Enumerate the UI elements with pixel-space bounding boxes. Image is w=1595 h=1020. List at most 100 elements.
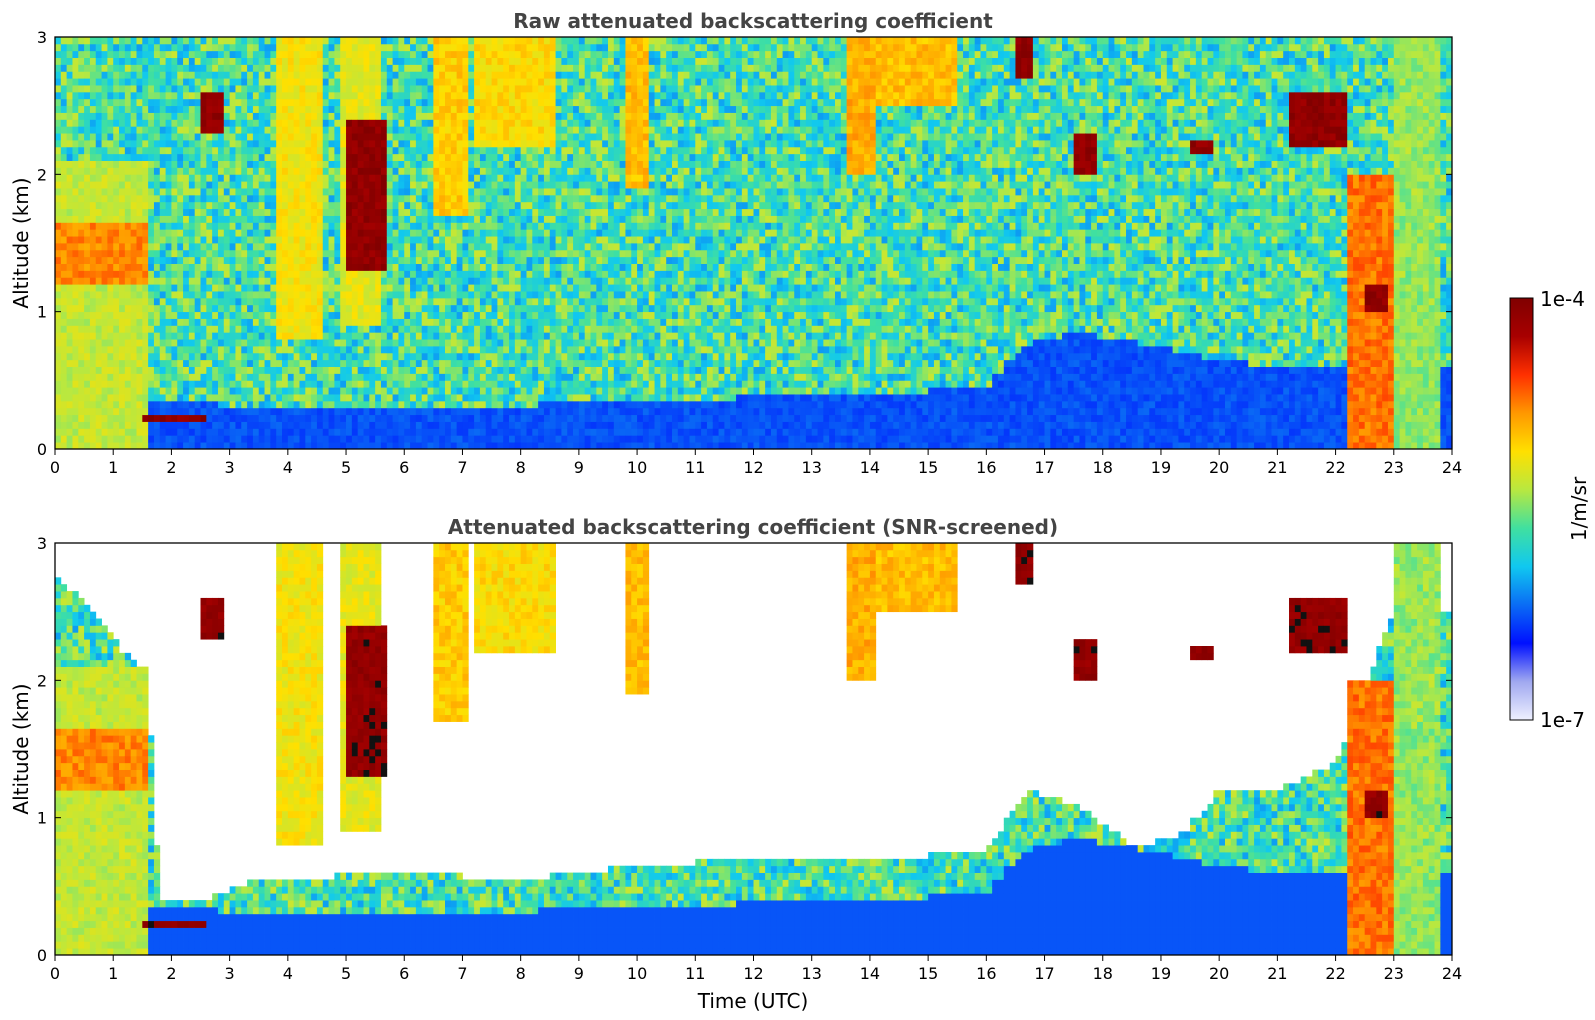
heatmap-cell xyxy=(445,50,452,58)
heatmap-cell xyxy=(72,339,79,347)
heatmap-cell xyxy=(445,277,452,285)
heatmap-cell xyxy=(450,297,458,306)
heatmap-cell xyxy=(491,366,498,374)
heatmap-cell xyxy=(252,387,260,395)
heatmap-cell xyxy=(369,400,376,409)
heatmap-cell xyxy=(159,284,166,292)
heatmap-cell xyxy=(84,215,91,223)
heatmap-cell xyxy=(124,37,132,45)
heatmap-cell xyxy=(433,442,440,450)
heatmap-cell xyxy=(479,297,487,306)
heatmap-cell xyxy=(474,140,481,148)
heatmap-cell xyxy=(252,112,260,120)
heatmap-cell xyxy=(392,236,399,244)
heatmap-cell xyxy=(282,98,289,107)
heatmap-cell xyxy=(485,366,492,374)
heatmap-cell xyxy=(305,222,312,230)
heatmap-cell xyxy=(351,71,359,79)
heatmap-cell xyxy=(107,112,114,120)
heatmap-cell xyxy=(514,407,522,416)
heatmap-cell xyxy=(84,277,91,285)
heatmap-cell xyxy=(415,256,423,264)
heatmap-cell xyxy=(514,37,522,45)
heatmap-cell xyxy=(497,98,504,107)
heatmap-cell xyxy=(136,277,143,285)
heatmap-cell xyxy=(346,435,353,443)
heatmap-cell xyxy=(404,181,411,189)
heatmap-cell xyxy=(479,201,487,210)
heatmap-cell xyxy=(276,435,283,443)
heatmap-cell xyxy=(456,284,463,292)
heatmap-cell xyxy=(340,188,347,196)
heatmap-cell xyxy=(357,126,364,134)
heatmap-cell xyxy=(380,380,388,388)
heatmap-cell xyxy=(72,188,79,196)
heatmap-cell xyxy=(60,256,68,264)
heatmap-cell xyxy=(95,421,102,429)
heatmap-cell xyxy=(334,167,341,175)
heatmap-cell xyxy=(433,201,440,210)
heatmap-cell xyxy=(188,181,196,189)
heatmap-cell xyxy=(433,208,440,216)
heatmap-cell xyxy=(380,339,388,347)
heatmap-cell xyxy=(427,174,434,182)
heatmap-cell xyxy=(410,222,417,230)
heatmap-cell xyxy=(241,71,248,79)
heatmap-cell xyxy=(305,112,312,120)
heatmap-cell xyxy=(107,119,114,127)
heatmap-cell xyxy=(165,50,172,58)
heatmap-cell xyxy=(462,64,469,72)
heatmap-cell xyxy=(439,140,446,148)
heatmap-cell xyxy=(509,133,516,141)
heatmap-cell xyxy=(212,270,219,278)
heatmap-cell xyxy=(474,208,481,216)
heatmap-cell xyxy=(363,201,370,210)
heatmap-cell xyxy=(474,37,481,45)
heatmap-cell xyxy=(130,85,137,93)
heatmap-cell xyxy=(212,112,219,120)
heatmap-cell xyxy=(299,270,306,278)
heatmap-cell xyxy=(142,112,149,120)
heatmap-cell xyxy=(247,153,254,161)
heatmap-cell xyxy=(183,85,190,93)
heatmap-cell xyxy=(270,222,277,230)
heatmap-cell xyxy=(177,270,184,278)
heatmap-cell xyxy=(66,43,73,52)
heatmap-cell xyxy=(241,284,248,292)
heatmap-cell xyxy=(183,112,190,120)
heatmap-cell xyxy=(514,236,522,244)
heatmap-cell xyxy=(159,297,166,306)
heatmap-cell xyxy=(316,153,324,161)
heatmap-cell xyxy=(124,414,132,422)
heatmap-cell xyxy=(509,236,516,244)
heatmap-cell xyxy=(340,71,347,79)
heatmap-cell xyxy=(287,277,295,285)
heatmap-cell xyxy=(72,215,79,223)
heatmap-cell xyxy=(526,43,533,52)
heatmap-cell xyxy=(206,304,213,313)
heatmap-cell xyxy=(427,229,434,237)
heatmap-cell xyxy=(212,297,219,306)
heatmap-cell xyxy=(113,236,120,244)
heatmap-cell xyxy=(142,188,149,196)
heatmap-cell xyxy=(305,43,312,52)
heatmap-cell xyxy=(532,400,539,409)
heatmap-cell xyxy=(497,64,504,72)
heatmap-cell xyxy=(136,407,143,416)
heatmap-cell xyxy=(311,140,318,148)
heatmap-cell xyxy=(363,119,370,127)
heatmap-cell xyxy=(60,400,68,409)
heatmap-cell xyxy=(415,105,423,113)
heatmap-cell xyxy=(159,442,166,450)
heatmap-cell xyxy=(159,43,166,52)
heatmap-cell xyxy=(351,243,359,251)
heatmap-cell xyxy=(439,50,446,58)
heatmap-cell xyxy=(264,318,271,326)
heatmap-cell xyxy=(410,421,417,429)
heatmap-cell xyxy=(119,153,126,161)
heatmap-cell xyxy=(107,373,114,381)
heatmap-cell xyxy=(113,311,120,319)
heatmap-cell xyxy=(165,160,172,168)
heatmap-cell xyxy=(351,297,359,306)
heatmap-cell xyxy=(497,414,504,422)
